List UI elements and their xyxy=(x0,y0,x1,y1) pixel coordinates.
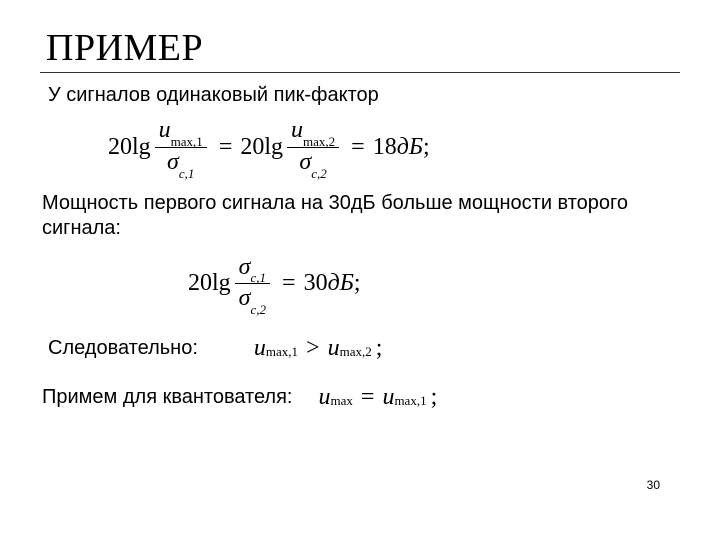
title-region: ПРИМЕР xyxy=(0,0,720,77)
f1-lhs-frac: umax,1 σc,1 xyxy=(155,118,207,177)
f3-lhs-sub: max,1 xyxy=(266,344,298,360)
text-line-3: Следовательно: xyxy=(48,336,198,361)
f3-rhs-var: u xyxy=(328,335,340,362)
equals-icon: = xyxy=(351,134,365,161)
f2-fn: lg xyxy=(212,270,231,297)
slide-number: 30 xyxy=(647,478,660,492)
f2-den-var: σ xyxy=(239,285,251,311)
f3-rhs-sub: max,2 xyxy=(340,344,372,360)
f4-rhs-sub: max,1 xyxy=(394,393,426,409)
equals-icon: = xyxy=(282,270,296,297)
f1-lhs-den-var: σ xyxy=(167,149,179,175)
f1-mid-coef: 20 xyxy=(240,134,264,161)
f4-lhs-var: u xyxy=(319,384,331,411)
equals-icon: = xyxy=(361,384,375,411)
f1-lhs-num-var: u xyxy=(159,117,171,143)
f1-mid-den-var: σ xyxy=(299,149,311,175)
f1-lhs-num-sub: max,1 xyxy=(171,134,203,149)
f4-terminator: ; xyxy=(431,384,438,411)
f2-coef: 20 xyxy=(188,270,212,297)
formula-4: umax = umax,1 ; xyxy=(319,384,438,411)
formula-1: 20 lg umax,1 σc,1 = 20 lg umax,2 σc,2 = … xyxy=(108,118,680,177)
f3-lhs-var: u xyxy=(254,335,266,362)
f2-num-sub: c,1 xyxy=(251,270,267,285)
f2-num-var: σ xyxy=(239,254,251,280)
text-line-4: Примем для квантователя: xyxy=(42,385,293,410)
f1-lhs-fn: lg xyxy=(132,134,151,161)
row-4: Примем для квантователя: umax = umax,1 ; xyxy=(48,384,680,411)
slide-title: ПРИМЕР xyxy=(40,26,680,70)
f1-lhs-coef: 20 xyxy=(108,134,132,161)
content-region: У сигналов одинаковый пик-фактор 20 lg u… xyxy=(0,77,720,411)
f1-rhs-value: 18 xyxy=(373,134,397,161)
row-3: Следовательно: umax,1 > umax,2 ; xyxy=(48,335,680,362)
f2-frac: σc,1 σc,2 xyxy=(235,255,270,314)
f1-mid-num-sub: max,2 xyxy=(303,134,335,149)
f2-terminator: ; xyxy=(354,270,361,297)
f4-lhs-sub: max xyxy=(331,393,353,409)
f1-rhs-unit: дБ xyxy=(397,134,423,161)
text-line-1: У сигналов одинаковый пик-фактор xyxy=(48,83,680,108)
f1-mid-den-sub: c,2 xyxy=(311,166,327,181)
f1-mid-frac: umax,2 σc,2 xyxy=(287,118,339,177)
f3-terminator: ; xyxy=(376,335,383,362)
f2-rhs-value: 30 xyxy=(304,270,328,297)
f2-rhs-unit: дБ xyxy=(328,270,354,297)
f4-rhs-var: u xyxy=(382,384,394,411)
text-line-2: Мощность первого сигнала на 30дБ больше … xyxy=(42,191,680,241)
formula-2: 20 lg σc,1 σc,2 = 30дБ; xyxy=(188,255,680,314)
f1-lhs-den-sub: c,1 xyxy=(179,166,195,181)
f1-mid-fn: lg xyxy=(264,134,283,161)
f2-den-sub: c,2 xyxy=(251,302,267,317)
equals-icon: = xyxy=(219,134,233,161)
title-divider xyxy=(40,72,680,73)
f1-mid-num-var: u xyxy=(291,117,303,143)
formula-3: umax,1 > umax,2 ; xyxy=(254,335,383,362)
f1-terminator: ; xyxy=(423,134,430,161)
greater-than-icon: > xyxy=(306,335,320,362)
